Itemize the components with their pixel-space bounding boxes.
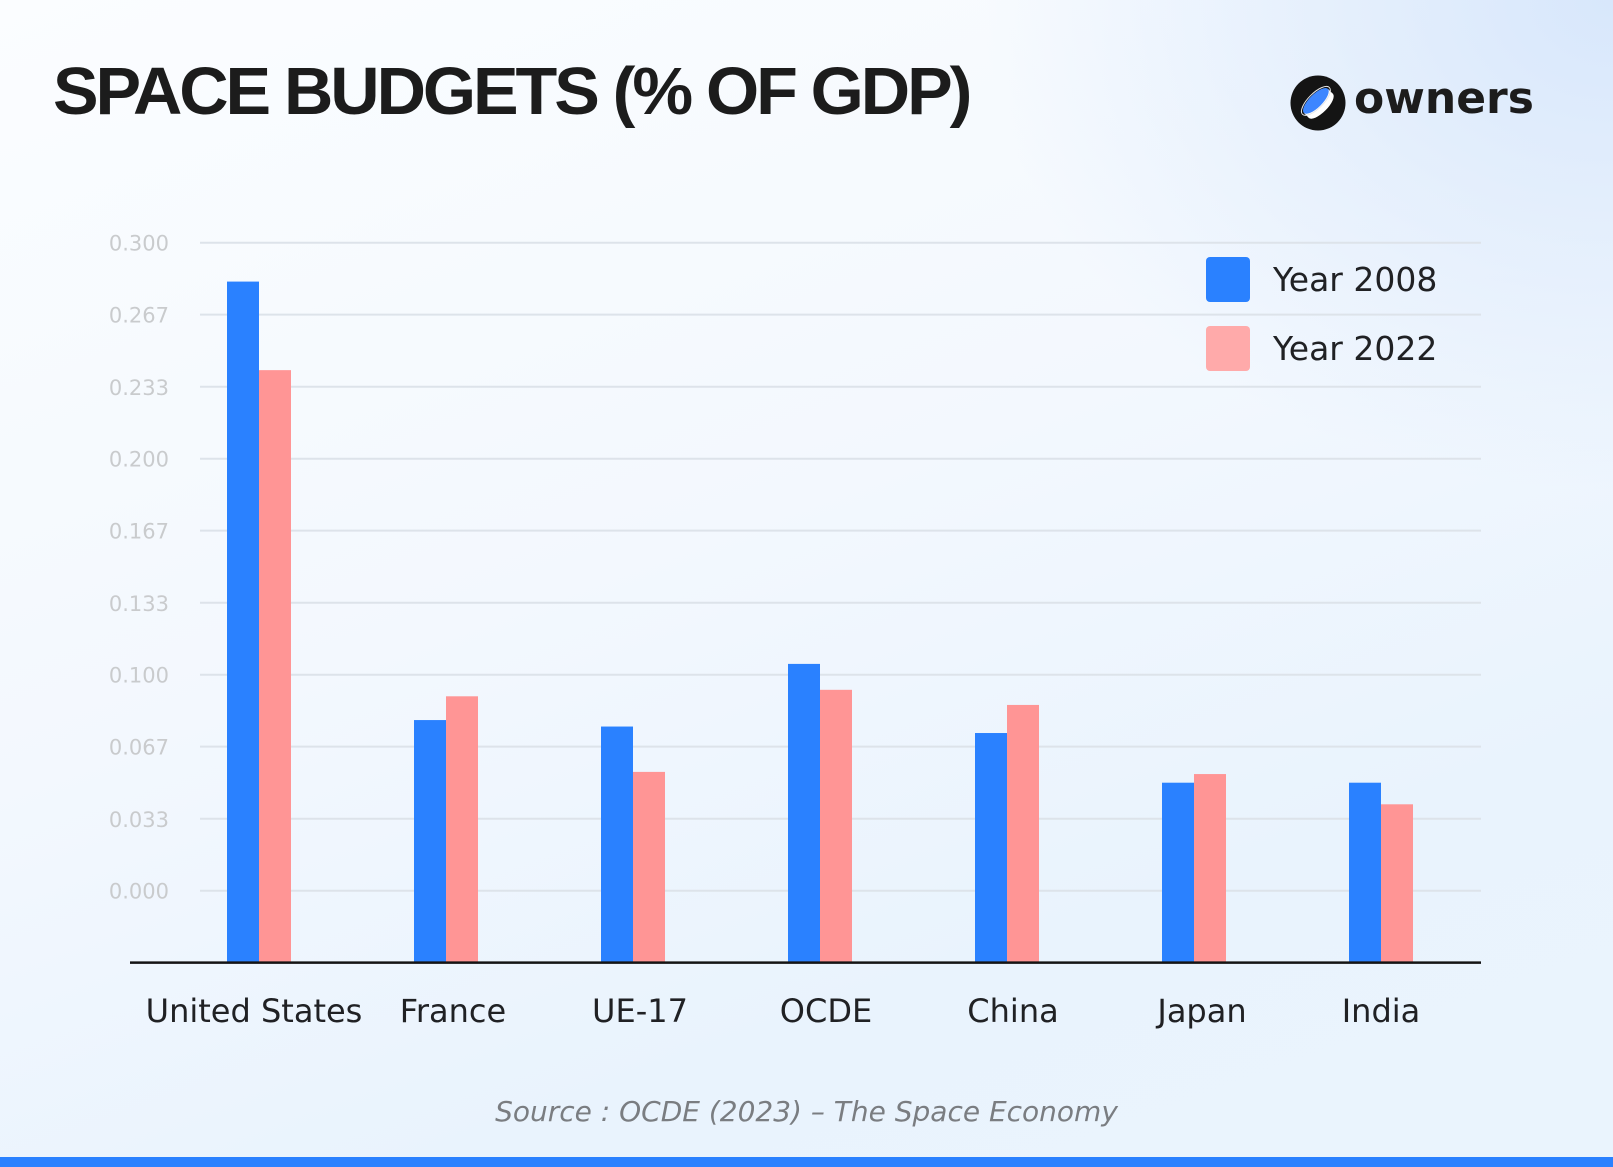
y-tick-label: 0.067 [109,736,169,760]
bar-ocde-year-2022 [820,689,852,963]
y-tick-label: 0.200 [109,448,169,472]
y-tick-label: 0.033 [109,808,169,832]
x-tick-label: China [967,992,1058,1030]
x-tick-label: Japan [1155,992,1246,1030]
y-tick-label: 0.167 [109,520,169,544]
legend-item: Year 2022 [1206,326,1437,371]
bar-france-year-2022 [446,696,478,963]
x-tick-label: India [1342,992,1421,1030]
x-tick-label: United States [146,992,363,1030]
bar-ocde-year-2008 [788,663,820,963]
bar-ue-17-year-2008 [601,726,633,963]
source-note: Source : OCDE (2023) – The Space Economy [495,1095,1118,1128]
bar-china-year-2008 [975,733,1007,963]
x-tick-label: UE-17 [592,992,688,1030]
brand-name: owners [1354,73,1534,124]
bottom-stripe [0,1157,1613,1167]
legend: Year 2008 Year 2022 [1206,257,1437,371]
brand-logo: owners [1290,75,1534,131]
legend-swatch [1206,326,1250,371]
y-tick-label: 0.233 [109,376,169,400]
bar-japan-year-2022 [1194,774,1226,963]
bar-india-year-2022 [1381,804,1413,963]
legend-label: Year 2022 [1272,329,1437,368]
y-tick-label: 0.000 [109,880,169,904]
bar-france-year-2008 [414,720,446,963]
bar-china-year-2022 [1007,704,1039,963]
x-tick-label: OCDE [780,992,872,1030]
bar-ue-17-year-2022 [633,771,665,963]
x-axis-ticks: United States France UE-17 OCDE China Japan In… [146,992,1421,1030]
y-tick-label: 0.300 [109,232,169,256]
bars [227,281,1413,963]
x-tick-label: France [400,992,506,1030]
legend-swatch [1206,257,1250,302]
y-axis-ticks: 0.000 0.033 0.067 0.100 0.133 0.167 0.200 0.233… [109,232,169,904]
page-title: SPACE BUDGETS (% OF GDP) [53,54,972,129]
owners-logo-icon [1290,75,1346,131]
y-tick-label: 0.267 [109,304,169,328]
y-tick-label: 0.100 [109,664,169,688]
bar-japan-year-2008 [1162,782,1194,963]
legend-label: Year 2008 [1272,260,1437,299]
bar-united-states-year-2008 [227,281,259,963]
bar-india-year-2008 [1349,782,1381,963]
bar-united-states-year-2022 [259,370,291,963]
y-tick-label: 0.133 [109,592,169,616]
legend-item: Year 2008 [1206,257,1437,302]
